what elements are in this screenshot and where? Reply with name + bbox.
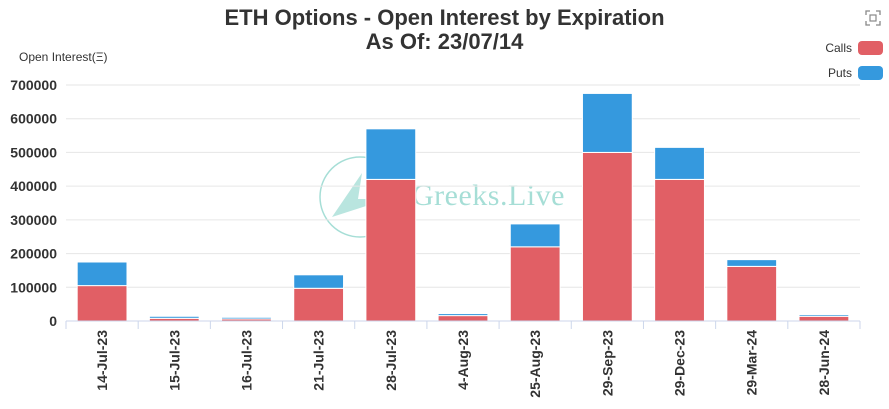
chart-title: ETH Options - Open Interest by Expiratio… [224,5,665,30]
y-tick-label: 600000 [10,111,57,127]
bars [76,92,850,322]
legend-item-calls[interactable]: Calls [825,40,883,56]
y-tick-label: 0 [49,313,57,329]
bar-calls-4-aug-23[interactable] [437,315,489,322]
y-axis-label: Open Interest(Ξ) [19,50,108,64]
bar-puts-28-jul-23[interactable] [365,128,417,180]
y-tick-label: 200000 [10,246,57,262]
axes: 0 100000 200000 300000 400000 500000 600000 700… [10,77,861,398]
chart-subtitle: As Of: 23/07/14 [365,29,524,54]
bar-puts-28-jun-24[interactable] [798,314,850,317]
bar-calls-21-jul-23[interactable] [293,287,345,322]
x-tick-label: 28-Jul-23 [383,330,399,391]
bar-puts-25-aug-23[interactable] [509,223,561,248]
bar-puts-29-dec-23[interactable] [654,146,705,180]
bar-puts-29-sep-23[interactable] [581,92,633,153]
legend-item-puts[interactable]: Puts [828,65,883,81]
legend-swatch-calls [858,41,883,55]
x-tick-label: 16-Jul-23 [238,330,254,391]
x-tick-label: 29-Dec-23 [672,330,688,396]
bar-puts-21-jul-23[interactable] [293,274,345,289]
y-tick-label: 700000 [10,77,57,93]
y-tick-label: 300000 [10,212,57,228]
x-tick-label: 4-Aug-23 [455,330,471,390]
x-tick-label: 28-Jun-24 [816,330,832,396]
x-tick-label: 15-Jul-23 [166,330,182,391]
grid-lines [66,84,860,288]
bar-puts-15-jul-23[interactable] [148,315,200,319]
bar-calls-25-aug-23[interactable] [509,246,561,322]
y-tick-label: 400000 [10,178,57,194]
y-tick-label: 500000 [10,144,57,160]
bar-calls-29-dec-23[interactable] [654,178,705,322]
bar-puts-29-mar-24[interactable] [726,259,778,267]
legend-label-puts: Puts [827,66,852,80]
bar-calls-14-jul-23[interactable] [76,285,128,322]
bar-calls-28-jul-23[interactable] [365,178,417,322]
x-tick-label: 21-Jul-23 [311,330,327,391]
x-tick-label: 25-Aug-23 [527,330,543,398]
x-tick-label: 29-Sep-23 [599,330,615,396]
bar-calls-29-mar-24[interactable] [726,265,778,322]
x-tick-label: 29-Mar-24 [744,330,760,396]
expand-icon[interactable] [864,9,882,27]
y-tick-label: 100000 [10,279,57,295]
bar-puts-14-jul-23[interactable] [76,261,128,287]
x-tick-label: 14-Jul-23 [94,330,110,391]
bar-calls-29-sep-23[interactable] [581,151,633,322]
legend-swatch-puts [858,66,883,80]
legend-label-calls: Calls [825,41,852,55]
bar-puts-16-jul-23[interactable] [221,316,272,320]
bar-puts-4-aug-23[interactable] [437,313,489,317]
bar-calls-28-jun-24[interactable] [798,315,850,322]
